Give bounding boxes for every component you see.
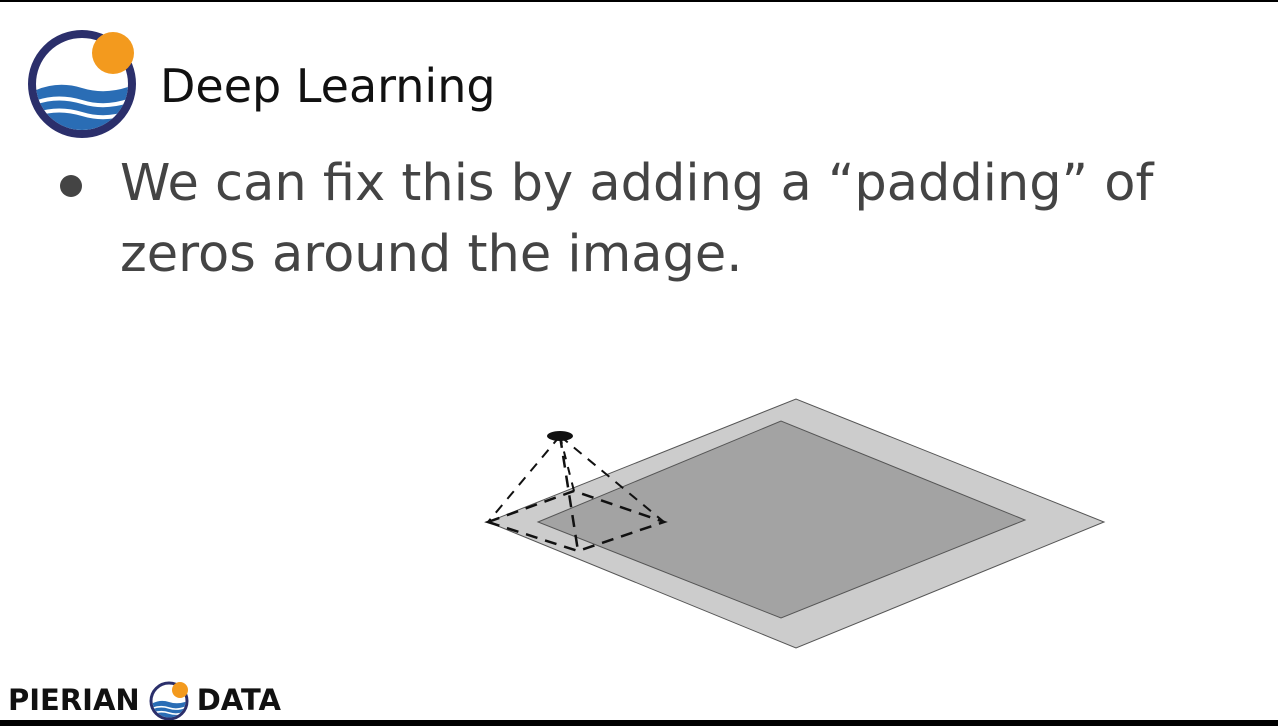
bottom-border <box>0 720 1278 726</box>
padding-diagram <box>484 398 1106 649</box>
bullet-list: We can fix this by adding a “padding” of… <box>60 148 1240 290</box>
output-point <box>547 431 573 441</box>
footer-logo-icon <box>149 681 189 721</box>
bullet-item: We can fix this by adding a “padding” of… <box>60 148 1240 290</box>
slide-title: Deep Learning <box>160 59 496 113</box>
image-plane <box>536 420 1027 619</box>
header-logo-icon <box>28 30 136 138</box>
footer-brand-left: PIERIAN <box>8 683 140 717</box>
bullet-dot <box>60 175 82 197</box>
bullet-text: We can fix this by adding a “padding” of… <box>120 154 1154 284</box>
kernel-window <box>484 435 668 553</box>
footer-brand: PIERIAN DATA <box>8 680 281 721</box>
footer-brand-right: DATA <box>196 683 281 717</box>
top-border <box>0 0 1278 2</box>
